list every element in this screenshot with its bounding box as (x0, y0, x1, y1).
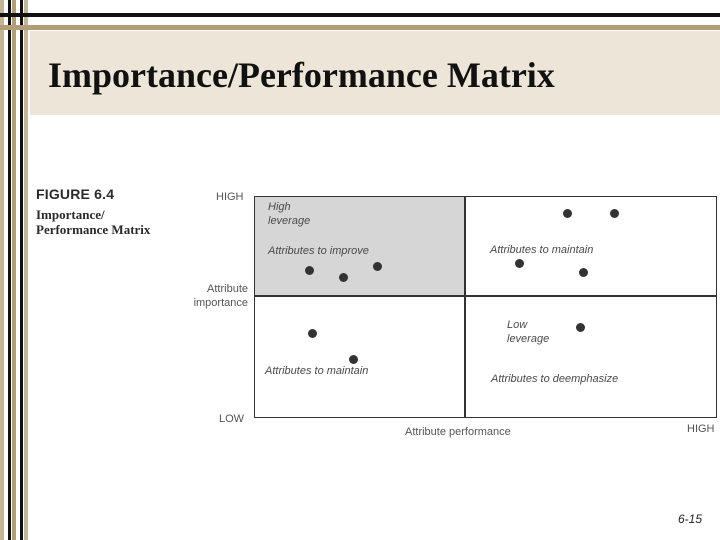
frame-bar-black-1 (8, 0, 11, 540)
figure-subtitle: Importance/ Performance Matrix (36, 207, 186, 237)
quadrant-top-left-leverage: High leverage (268, 200, 310, 228)
quadrant-top-left-leverage-line1: High (268, 201, 291, 213)
figure-label: FIGURE 6.4 (36, 186, 115, 202)
quadrant-bottom-right-leverage: Low leverage (507, 318, 549, 346)
quadrant-bottom-right-leverage-line2: leverage (507, 333, 550, 345)
y-axis-label: Attribute importance (170, 282, 248, 310)
frame-top-tan (0, 25, 720, 30)
attribute-dot (515, 259, 524, 268)
attribute-dot (339, 273, 348, 282)
quadrant-bottom-right-action: Attributes to deemphasize (491, 373, 619, 385)
quadrant-top-left-leverage-line2: leverage (268, 215, 311, 227)
frame-bar-tan-left (0, 0, 4, 540)
attribute-dot (579, 268, 588, 277)
attribute-dot (610, 209, 619, 218)
matrix-vertical-divider (464, 196, 466, 418)
quadrant-highlight-high-leverage (255, 196, 465, 296)
attribute-dot (373, 262, 382, 271)
slide-title: Importance/Performance Matrix (48, 55, 555, 95)
x-axis-high-label: HIGH (687, 423, 715, 435)
attribute-dot (305, 266, 314, 275)
attribute-dot (349, 355, 358, 364)
page-number: 6-15 (678, 512, 703, 526)
y-axis-label-line2: importance (193, 297, 248, 309)
quadrant-bottom-right-leverage-line1: Low (507, 319, 528, 331)
x-axis-label: Attribute performance (405, 426, 511, 438)
frame-bar-black-2 (20, 0, 23, 540)
figure-subtitle-line1: Importance/ (36, 207, 105, 222)
matrix-horizontal-divider (254, 295, 717, 297)
y-axis-low-label: LOW (219, 413, 245, 425)
quadrant-bottom-left-action: Attributes to maintain (265, 365, 369, 377)
frame-bar-tan-mid (12, 0, 16, 540)
quadrant-top-right-action: Attributes to maintain (490, 244, 594, 256)
frame-bar-tan-right (24, 0, 28, 540)
quadrant-top-left-action: Attributes to improve (268, 245, 369, 257)
frame-top-black (0, 13, 720, 17)
y-axis-label-line1: Attribute (207, 283, 248, 295)
attribute-dot (576, 323, 585, 332)
attribute-dot (308, 329, 317, 338)
matrix-frame (254, 196, 717, 418)
attribute-dot (563, 209, 572, 218)
title-band (30, 31, 720, 115)
y-axis-high-label: HIGH (216, 191, 244, 203)
figure-subtitle-line2: Performance Matrix (36, 222, 151, 237)
